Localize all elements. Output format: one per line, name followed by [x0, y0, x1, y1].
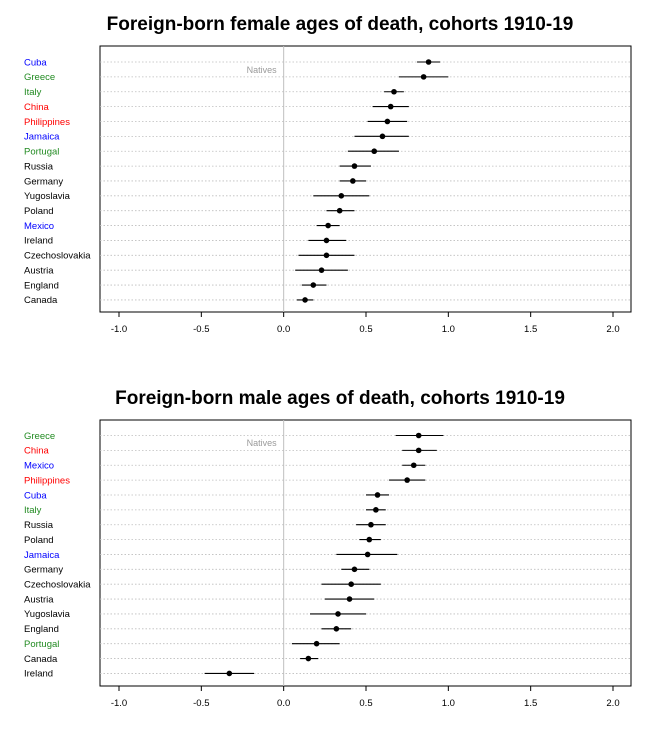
female-x-axis: -1.0 -0.5 0.0 0.5 1.0 1.5 2.0: [111, 312, 620, 335]
male-point-china: [415, 447, 422, 454]
male-x-tick-label: 0.5: [359, 698, 372, 709]
female-row-label-italy: Italy: [24, 87, 42, 98]
male-row-label-philippines: Philippines: [24, 475, 70, 486]
female-point-poland: [336, 207, 343, 214]
male-row-label-portugal: Portugal: [24, 639, 59, 650]
male-row-label-russia: Russia: [24, 520, 54, 531]
male-x-tick-label: 1.0: [442, 698, 455, 709]
male-row-label-england: England: [24, 624, 59, 635]
female-panel: Foreign-born female ages of death, cohor…: [24, 14, 632, 335]
female-row-label-greece: Greece: [24, 72, 55, 83]
male-row-label-china: China: [24, 446, 50, 457]
female-row-label-philippines: Philippines: [24, 117, 70, 128]
male-row-labels: Greece China Mexico Philippines Cuba Italy Rus…: [24, 431, 91, 680]
female-row-label-jamaica: Jamaica: [24, 132, 60, 143]
female-point-canada: [302, 297, 308, 303]
male-point-england: [333, 626, 340, 632]
female-point-mexico: [325, 222, 331, 229]
male-gridlines: [100, 435, 631, 674]
male-point-czechoslovakia: [348, 581, 354, 587]
female-point-greece: [420, 74, 427, 80]
male-point-canada: [305, 655, 312, 662]
female-chart-title: Foreign-born female ages of death, cohor…: [107, 14, 574, 35]
male-point-ireland: [226, 670, 233, 677]
female-point-china: [387, 103, 394, 110]
female-row-label-czechoslovakia: Czechoslovakia: [24, 251, 91, 262]
female-row-label-canada: Canada: [24, 295, 58, 306]
female-row-label-portugal: Portugal: [24, 147, 59, 158]
female-point-portugal: [371, 148, 378, 155]
male-row-label-yugoslavia: Yugoslavia: [24, 609, 71, 620]
female-row-label-england: England: [24, 280, 59, 291]
male-row-label-germany: Germany: [24, 565, 63, 576]
male-x-tick-label: -0.5: [193, 698, 209, 709]
female-row-label-mexico: Mexico: [24, 221, 54, 232]
male-point-portugal: [313, 640, 320, 647]
female-natives-reference-label: Natives: [247, 65, 278, 75]
female-x-tick-label: 1.0: [442, 324, 455, 335]
male-point-philippines: [404, 477, 410, 483]
female-row-label-china: China: [24, 102, 50, 113]
male-panel: Foreign-born male ages of death, cohorts…: [24, 388, 632, 709]
female-row-labels: Cuba Greece Italy China Philippines Jamaica Po…: [24, 57, 91, 306]
female-gridlines: [100, 61, 631, 301]
male-point-jamaica: [364, 551, 371, 558]
female-point-cuba: [425, 59, 432, 65]
male-row-label-poland: Poland: [24, 535, 54, 546]
female-row-label-ireland: Ireland: [24, 236, 53, 247]
male-point-greece: [415, 432, 422, 439]
female-point-russia: [351, 163, 358, 169]
male-point-cuba: [374, 492, 381, 498]
female-point-italy: [391, 88, 397, 95]
female-row-label-cuba: Cuba: [24, 57, 47, 68]
female-x-tick-label: -1.0: [111, 324, 127, 335]
female-point-austria: [318, 267, 325, 273]
male-point-poland: [366, 536, 373, 543]
female-row-label-poland: Poland: [24, 206, 54, 217]
male-x-axis: -1.0 -0.5 0.0 0.5 1.0 1.5 2.0: [111, 686, 620, 709]
female-point-yugoslavia: [338, 193, 345, 199]
male-row-label-cuba: Cuba: [24, 490, 47, 501]
male-x-tick-label: -1.0: [111, 698, 127, 709]
male-row-label-jamaica: Jamaica: [24, 550, 60, 561]
female-plot-frame: [99, 45, 632, 313]
male-points: [226, 432, 422, 677]
male-row-label-mexico: Mexico: [24, 461, 54, 472]
female-row-label-yugoslavia: Yugoslavia: [24, 191, 71, 202]
male-chart-title: Foreign-born male ages of death, cohorts…: [115, 388, 565, 409]
female-x-tick-label: 2.0: [606, 324, 619, 335]
male-row-label-ireland: Ireland: [24, 669, 53, 680]
female-point-ireland: [323, 237, 330, 244]
male-row-label-austria: Austria: [24, 594, 54, 605]
male-point-germany: [351, 566, 358, 573]
female-points: [302, 59, 432, 303]
female-point-czechoslovakia: [323, 252, 330, 259]
male-row-label-czechoslovakia: Czechoslovakia: [24, 580, 91, 591]
male-row-label-greece: Greece: [24, 431, 55, 442]
male-point-yugoslavia: [335, 611, 341, 617]
female-point-jamaica: [379, 133, 386, 140]
female-x-tick-label: -0.5: [193, 324, 209, 335]
male-row-label-canada: Canada: [24, 654, 58, 665]
male-x-tick-label: 1.5: [524, 698, 537, 709]
female-x-tick-label: 1.5: [524, 324, 537, 335]
male-point-austria: [346, 596, 353, 602]
male-natives-reference-label: Natives: [247, 438, 278, 448]
female-row-label-austria: Austria: [24, 265, 54, 276]
female-point-germany: [350, 178, 356, 184]
male-point-mexico: [410, 462, 417, 469]
male-x-tick-label: 2.0: [606, 698, 619, 709]
female-point-england: [310, 282, 317, 288]
female-x-tick-label: 0.0: [277, 324, 290, 335]
female-point-philippines: [384, 118, 391, 125]
male-point-russia: [368, 521, 374, 528]
female-row-label-germany: Germany: [24, 176, 63, 187]
male-row-label-italy: Italy: [24, 505, 42, 516]
female-row-label-russia: Russia: [24, 161, 54, 172]
male-point-italy: [373, 507, 379, 513]
male-x-tick-label: 0.0: [277, 698, 290, 709]
female-x-tick-label: 0.5: [359, 324, 372, 335]
